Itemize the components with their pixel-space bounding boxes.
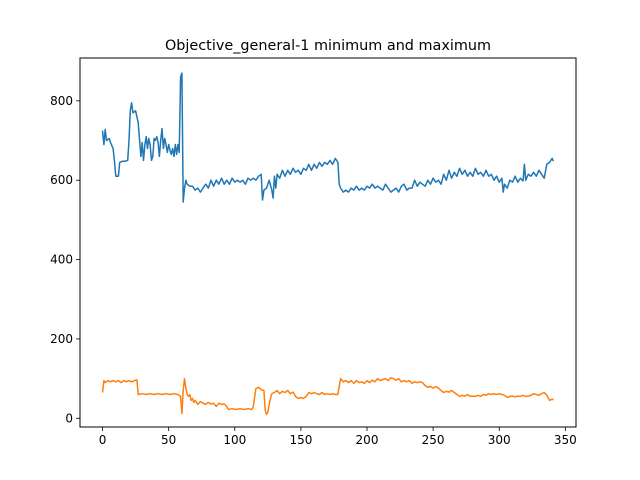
series-line-2 bbox=[101, 377, 554, 416]
y-tick-label: 400 bbox=[50, 253, 73, 267]
chart-title: Objective_general-1 minimum and maximum bbox=[165, 38, 491, 54]
x-tick-label: 200 bbox=[356, 433, 379, 447]
x-tick-label: 0 bbox=[99, 433, 107, 447]
y-tick-label: 200 bbox=[50, 332, 73, 346]
y-tick-label: 800 bbox=[50, 94, 73, 108]
x-tick-label: 350 bbox=[554, 433, 577, 447]
x-tick-label: 100 bbox=[223, 433, 246, 447]
axis-ticks: 0 50 100 150 200 250 300 350 0 200 400 600 800 bbox=[50, 94, 577, 447]
x-tick-label: 300 bbox=[488, 433, 511, 447]
x-tick-label: 250 bbox=[422, 433, 445, 447]
x-tick-label: 50 bbox=[161, 433, 176, 447]
series-line-1 bbox=[101, 72, 555, 203]
x-tick-label: 150 bbox=[289, 433, 312, 447]
y-tick-label: 600 bbox=[50, 173, 73, 187]
plot-lines bbox=[101, 72, 555, 416]
y-tick-label: 0 bbox=[65, 411, 73, 425]
plot-frame bbox=[79, 57, 577, 428]
